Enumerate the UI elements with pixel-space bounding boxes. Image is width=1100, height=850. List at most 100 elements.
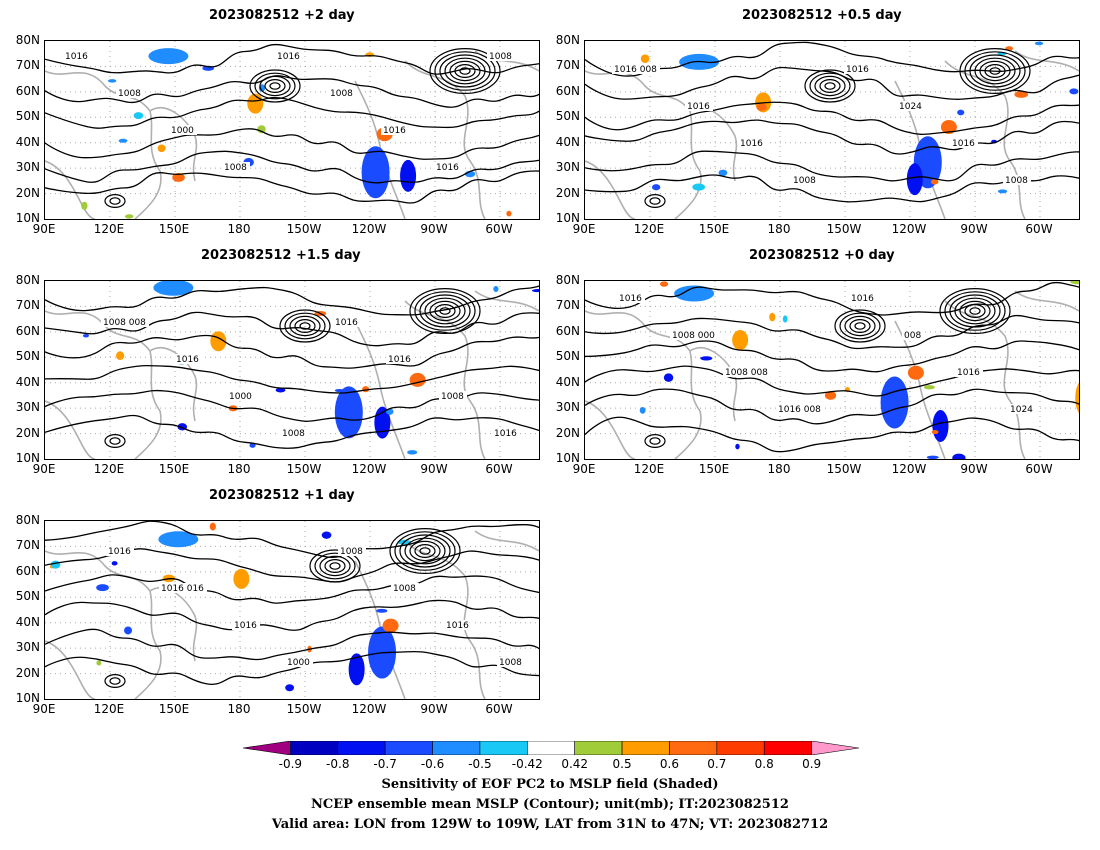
latitude-tick-label: 70N (15, 538, 40, 553)
contour-label-bg (116, 88, 144, 98)
pressure-contour (45, 96, 539, 129)
longitude-tick-label: 180 (767, 462, 791, 476)
contour-label-bg (121, 317, 149, 327)
pressure-contour (109, 437, 121, 445)
map-svg: 1016 1008 1000 1008 1016 1008 1016 1016 1008 (45, 41, 539, 219)
contour-label-bg (232, 620, 260, 630)
pressure-contour (959, 48, 1031, 94)
colorbar-tick-label: -0.7 (373, 757, 397, 771)
coastline (404, 60, 486, 219)
pressure-contour (819, 78, 841, 93)
contour-label: 1016 (494, 429, 517, 439)
contour-label: 1000 (287, 658, 310, 668)
longitude-tick-label: 90E (572, 222, 596, 236)
contour-label-bg (434, 162, 462, 172)
longitude-tick-label: 90W (960, 462, 988, 476)
pressure-contour (264, 78, 286, 93)
contour-label: 1008 (123, 318, 146, 328)
longitude-tick-label: 90W (420, 222, 448, 236)
pressure-contour (299, 322, 311, 330)
latitude-tick-label: 30N (555, 400, 580, 415)
sensitivity-shading (172, 173, 185, 182)
latitude-tick-label: 30N (15, 400, 40, 415)
coastline (354, 80, 406, 219)
colorbar-tick-label: -0.6 (420, 757, 445, 771)
colorbar-segment (763, 741, 812, 755)
contour-label-bg (670, 330, 698, 340)
sensitivity-shading (940, 120, 957, 135)
colorbar-segment (669, 741, 718, 755)
coastline (45, 160, 96, 219)
sensitivity-shading (158, 531, 199, 548)
sensitivity-shading (532, 289, 539, 293)
pressure-contour (45, 285, 539, 316)
pressure-contour (964, 304, 986, 319)
contour-label: 008 (904, 331, 921, 341)
sensitivity-shading (209, 522, 216, 531)
sensitivity-shading (930, 179, 939, 185)
pressure-contour (984, 64, 1006, 79)
colorbar-segment (290, 741, 339, 755)
contour-label: 1024 (899, 102, 922, 112)
map-area: 1008 1016 1016 1008 1016 1024 1016 1008 1016 (584, 40, 1080, 220)
sensitivity-shading (96, 660, 102, 666)
contour-label: 1008 (441, 392, 464, 402)
contour-label-bg (723, 367, 751, 377)
pressure-contour (104, 194, 126, 209)
pressure-contour (989, 67, 1001, 75)
sensitivity-shading (926, 455, 939, 459)
contour-label: 1016 (108, 547, 131, 557)
contour-label-bg (897, 101, 925, 111)
contour-label-bg (902, 330, 924, 340)
pressure-contour (439, 54, 491, 88)
latitude-tick-label: 50N (15, 349, 40, 364)
sensitivity-shading (361, 146, 390, 199)
pressure-contour (45, 170, 539, 204)
longitude-tick-label: 90W (960, 222, 988, 236)
pressure-contour (414, 544, 436, 559)
latitude-tick-label: 80N (555, 33, 580, 47)
coastline (45, 70, 162, 219)
longitude-tick-label: 150E (698, 462, 730, 476)
pressure-contour (969, 54, 1021, 88)
pressure-contour (969, 307, 981, 315)
latitude-tick-label: 80N (15, 273, 40, 287)
latitude-tick-label: 70N (15, 298, 40, 313)
pressure-contour (109, 197, 121, 205)
contour-label: 1016 (335, 318, 358, 328)
latitude-tick-label: 20N (15, 665, 40, 680)
pressure-contour (319, 555, 351, 577)
sensitivity-shading (1075, 382, 1079, 414)
pressure-contour (45, 414, 539, 449)
contour-label: 1016 (383, 126, 406, 136)
coastline (944, 60, 1026, 219)
contour-label: 1016 (740, 139, 763, 149)
coastline (149, 347, 198, 422)
contour-label-bg (328, 88, 356, 98)
contour-label: 1008 (745, 368, 768, 378)
pressure-contour (414, 291, 476, 331)
sensitivity-shading (111, 561, 118, 566)
contour-label: 1016 (176, 355, 199, 365)
contour-label: 1008 (118, 89, 141, 99)
coastline (585, 310, 702, 459)
latitude-tick-label: 30N (555, 160, 580, 175)
colorbar-tick-label: -0.5 (468, 757, 492, 771)
contour-label: 1016 (234, 621, 257, 631)
pressure-contour (849, 318, 871, 333)
colorbar-tick-label: -0.8 (326, 757, 350, 771)
latitude-tick-label: 70N (555, 298, 580, 313)
contour-label-bg (487, 51, 515, 61)
coastline (689, 347, 738, 422)
contour-label-bg (391, 583, 419, 593)
colorbar (243, 741, 859, 755)
pressure-contour (104, 674, 126, 689)
panel-title: 2023082512 +1.5 day (201, 248, 361, 263)
sensitivity-shading (334, 388, 344, 393)
contour-label: 1016 (277, 52, 300, 62)
pressure-contour (399, 534, 451, 568)
longitude-tick-label: 60W (485, 462, 513, 476)
contour-label-bg (849, 293, 877, 303)
sensitivity-shading (1069, 88, 1079, 95)
colorbar-tick-label: -0.9 (278, 757, 303, 771)
